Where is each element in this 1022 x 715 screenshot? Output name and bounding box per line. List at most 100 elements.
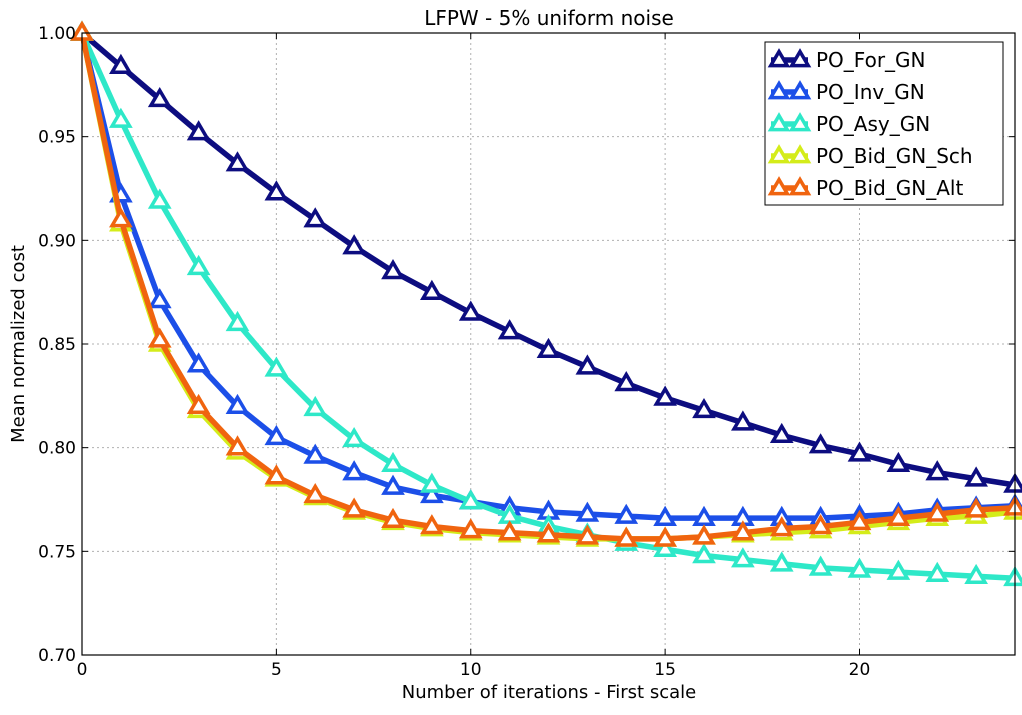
x-tick-label: 15 (654, 660, 676, 680)
data-point (692, 524, 716, 545)
data-point (925, 561, 950, 582)
x-tick-label: 0 (77, 660, 88, 680)
data-point (458, 489, 483, 510)
y-tick-label: 0.70 (38, 646, 76, 666)
data-point (303, 395, 328, 417)
data-point (614, 371, 639, 392)
data-point (614, 503, 639, 524)
data-point (886, 559, 911, 580)
data-point (264, 356, 289, 377)
data-point (381, 451, 405, 473)
data-point (225, 310, 250, 332)
data-point (381, 474, 405, 495)
axis-ticks: 0 5 10 15 20 0.70 0.75 0.80 0.85 0.90 0.95 1.00 (38, 24, 1015, 680)
data-point (614, 526, 639, 547)
data-point (420, 482, 444, 504)
data-point (731, 547, 755, 568)
legend-marker (767, 112, 791, 132)
legend-item: PO_For_GN (767, 48, 926, 72)
data-point (458, 518, 483, 539)
x-tick-label: 10 (460, 660, 482, 680)
data-point (575, 354, 600, 375)
data-point (458, 300, 483, 321)
y-tick-label: 1.00 (38, 24, 76, 44)
data-point (847, 509, 872, 531)
legend-marker (788, 144, 812, 164)
data-point (692, 543, 716, 564)
data-point (147, 288, 172, 309)
legend-label: PO_For_GN (816, 48, 926, 72)
data-point (342, 497, 366, 518)
series-group (70, 20, 1022, 587)
data-point (264, 424, 289, 446)
data-point (147, 327, 172, 348)
data-point (186, 254, 211, 276)
data-point (964, 466, 988, 487)
data-point (264, 180, 289, 201)
y-tick-label: 0.75 (38, 542, 76, 562)
series-PO_For_GN (70, 20, 1022, 493)
data-point (147, 86, 172, 108)
data-point (381, 259, 405, 280)
y-tick-label: 0.90 (38, 231, 76, 251)
data-point (808, 555, 833, 576)
data-point (692, 397, 716, 419)
data-point (769, 551, 794, 572)
y-tick-label: 0.95 (38, 128, 76, 148)
data-point (769, 422, 794, 444)
y-tick-label: 0.80 (38, 439, 76, 459)
data-point (536, 337, 561, 359)
data-point (225, 151, 250, 172)
data-point (303, 207, 328, 228)
data-point (420, 514, 444, 535)
legend-item: PO_Bid_GN_Sch (767, 144, 973, 168)
x-tick-label: 5 (271, 660, 282, 680)
data-point (731, 520, 755, 541)
legend-label: PO_Bid_GN_Sch (816, 144, 973, 168)
data-point (109, 53, 133, 74)
data-point (225, 393, 250, 414)
data-point (575, 501, 600, 522)
legend-marker (788, 176, 812, 196)
legend-label: PO_Asy_GN (816, 112, 930, 136)
data-point (925, 501, 950, 522)
data-point (653, 536, 677, 558)
legend-marker (788, 112, 812, 132)
data-point (575, 524, 600, 545)
y-axis-label: Mean normalized cost (8, 245, 29, 443)
data-point (886, 451, 911, 473)
legend-item: PO_Asy_GN (767, 112, 930, 136)
data-point (186, 120, 211, 141)
data-point (964, 563, 988, 585)
data-point (342, 426, 366, 448)
legend-marker (767, 144, 791, 164)
data-point (964, 497, 988, 518)
legend-item: PO_Inv_GN (767, 80, 925, 104)
data-point (381, 507, 405, 529)
legend-label: PO_Bid_GN_Alt (816, 176, 963, 200)
x-tick-label: 20 (849, 660, 871, 680)
data-point (109, 107, 133, 128)
legend: PO_For_GN PO_Inv_GN PO_Asy_GN PO_Bid_GN_Sch… (764, 41, 1004, 206)
legend-item: PO_Bid_GN_Alt (767, 176, 963, 200)
data-point (808, 514, 833, 535)
series-PO_Bid_GN_Alt (70, 20, 1022, 547)
data-point (886, 505, 911, 526)
data-point (186, 393, 211, 414)
data-point (264, 464, 289, 485)
data-point (420, 472, 444, 493)
data-point (692, 505, 716, 526)
data-point (497, 319, 522, 340)
data-point (342, 460, 366, 481)
chart-title: LFPW - 5% uniform noise (424, 6, 674, 30)
y-tick-label: 0.85 (38, 335, 76, 355)
x-axis-label: Number of iterations - First scale (402, 682, 696, 703)
data-point (653, 385, 677, 406)
data-point (342, 234, 366, 255)
data-point (847, 557, 872, 578)
data-point (731, 410, 755, 431)
data-point (186, 352, 211, 373)
legend-marker (788, 48, 812, 68)
data-point (653, 505, 677, 526)
